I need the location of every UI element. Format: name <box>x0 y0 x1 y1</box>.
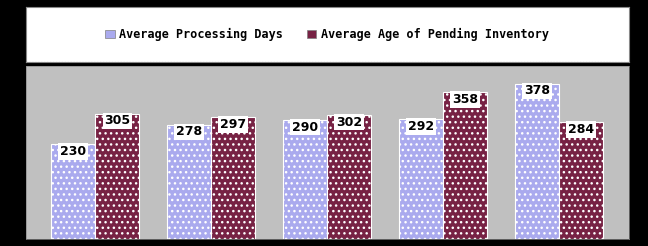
Text: 292: 292 <box>408 120 434 133</box>
Bar <box>443 92 487 239</box>
Bar <box>95 114 139 239</box>
Bar <box>327 115 371 239</box>
Text: 358: 358 <box>452 93 478 106</box>
Bar <box>515 84 559 239</box>
Bar <box>559 122 603 239</box>
Text: 302: 302 <box>336 116 362 129</box>
Text: 284: 284 <box>568 123 594 136</box>
Bar <box>51 144 95 239</box>
Text: 297: 297 <box>220 118 246 131</box>
Legend: Average Processing Days, Average Age of Pending Inventory: Average Processing Days, Average Age of … <box>102 24 553 45</box>
Bar <box>167 125 211 239</box>
Text: 290: 290 <box>292 121 318 134</box>
Text: 305: 305 <box>104 114 130 127</box>
Bar <box>399 119 443 239</box>
Text: 230: 230 <box>60 145 86 158</box>
Bar <box>283 120 327 239</box>
Bar <box>211 117 255 239</box>
Text: 278: 278 <box>176 125 202 138</box>
Text: 378: 378 <box>524 84 550 97</box>
